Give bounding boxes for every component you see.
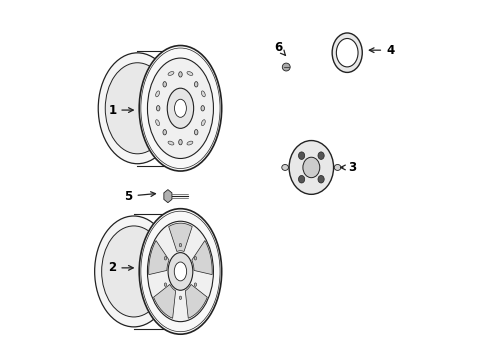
Ellipse shape — [174, 262, 187, 281]
Ellipse shape — [147, 58, 214, 158]
Polygon shape — [153, 284, 175, 318]
Ellipse shape — [195, 257, 196, 260]
Text: 1: 1 — [108, 104, 133, 117]
Text: 5: 5 — [124, 190, 155, 203]
Ellipse shape — [95, 216, 173, 327]
Ellipse shape — [179, 139, 182, 145]
Ellipse shape — [105, 63, 170, 154]
Ellipse shape — [195, 283, 196, 286]
Ellipse shape — [139, 209, 221, 334]
Ellipse shape — [174, 99, 186, 117]
Polygon shape — [148, 240, 169, 275]
Ellipse shape — [318, 175, 324, 183]
Ellipse shape — [179, 243, 182, 247]
Ellipse shape — [147, 221, 214, 321]
Polygon shape — [164, 190, 172, 203]
Polygon shape — [192, 240, 212, 275]
Text: 4: 4 — [369, 44, 394, 57]
Polygon shape — [169, 223, 192, 252]
Ellipse shape — [156, 91, 160, 97]
Ellipse shape — [168, 253, 193, 290]
Ellipse shape — [289, 140, 334, 194]
Ellipse shape — [164, 257, 167, 260]
Ellipse shape — [318, 152, 324, 159]
Ellipse shape — [156, 120, 160, 126]
Ellipse shape — [332, 33, 362, 72]
Ellipse shape — [282, 63, 290, 71]
Ellipse shape — [167, 88, 194, 129]
Ellipse shape — [164, 283, 167, 286]
Ellipse shape — [163, 130, 167, 135]
Text: 6: 6 — [274, 41, 286, 55]
Ellipse shape — [334, 165, 341, 170]
Ellipse shape — [156, 105, 160, 111]
Ellipse shape — [98, 53, 176, 164]
Text: 2: 2 — [108, 261, 133, 274]
Ellipse shape — [282, 165, 289, 170]
Ellipse shape — [163, 82, 167, 87]
Ellipse shape — [336, 39, 358, 67]
Ellipse shape — [179, 296, 182, 300]
Ellipse shape — [139, 45, 221, 171]
Ellipse shape — [187, 72, 193, 76]
Ellipse shape — [201, 120, 205, 126]
Ellipse shape — [195, 82, 198, 87]
Ellipse shape — [187, 141, 193, 145]
Ellipse shape — [179, 72, 182, 77]
Ellipse shape — [201, 105, 204, 111]
Ellipse shape — [101, 226, 166, 317]
Ellipse shape — [168, 72, 174, 76]
Ellipse shape — [195, 130, 198, 135]
Ellipse shape — [303, 157, 320, 178]
Text: 3: 3 — [341, 161, 357, 174]
Ellipse shape — [298, 175, 305, 183]
Polygon shape — [185, 284, 207, 318]
Ellipse shape — [298, 152, 305, 159]
Ellipse shape — [201, 91, 205, 97]
Ellipse shape — [168, 141, 174, 145]
